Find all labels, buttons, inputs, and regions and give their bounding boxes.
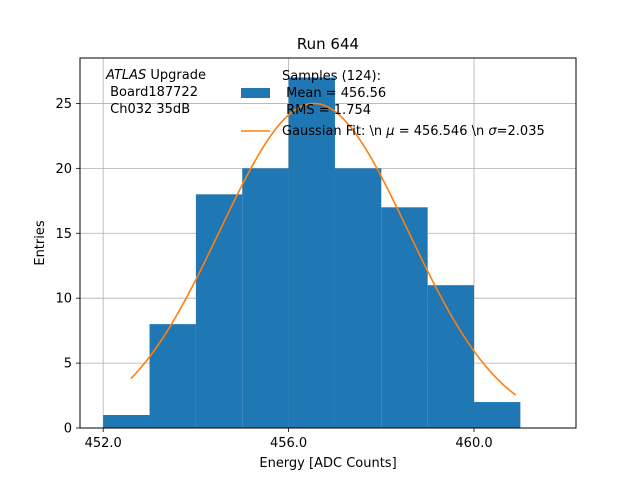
x-axis-label: Energy [ADC Counts] [259, 456, 396, 471]
legend-samples-title: Samples (124): [282, 69, 381, 84]
legend-samples-swatch [241, 88, 270, 98]
annotation-line-1: ATLAS Upgrade [105, 68, 206, 83]
histogram-bar [195, 194, 243, 428]
legend-fit-label: Gaussian Fit: \n μ = 456.546 \n σ=2.035 [282, 124, 545, 139]
x-tick-label: 460.0 [455, 436, 492, 451]
x-tick-label: 456.0 [270, 436, 307, 451]
y-tick-label: 20 [55, 162, 72, 177]
x-tick-label: 452.0 [85, 436, 122, 451]
y-tick-label: 25 [55, 97, 72, 112]
histogram-bar [427, 285, 475, 428]
axes-frame [79, 57, 577, 429]
histogram-bar [149, 324, 196, 428]
histogram-bars [103, 77, 521, 428]
y-tick-label: 10 [55, 292, 72, 307]
atlas-annotation: ATLAS Upgrade Board187722 Ch032 35dB [105, 68, 206, 117]
histogram-bar [474, 402, 521, 428]
y-tick-label: 5 [64, 357, 72, 372]
legend-samples-rms: RMS = 1.754 [282, 103, 371, 118]
histogram-bar [288, 77, 335, 428]
annotation-line-3: Ch032 35dB [106, 102, 190, 117]
gaussian-fit-curve [130, 102, 517, 396]
chart-title: Run 644 [297, 35, 359, 53]
axis-ticks: 452.0 456.0 460.0 0 5 10 15 20 25 [55, 97, 492, 451]
histogram-bar [242, 168, 289, 428]
legend: Samples (124): Mean = 456.56 RMS = 1.754… [241, 69, 545, 139]
annotation-line-2: Board187722 [106, 85, 198, 100]
y-axis-label: Entries [33, 220, 48, 266]
upgrade-label: Upgrade [146, 68, 206, 83]
histogram-bar [334, 168, 382, 428]
histogram-bar [103, 415, 150, 428]
y-tick-label: 15 [55, 227, 72, 242]
atlas-label: ATLAS [105, 68, 146, 83]
y-tick-label: 0 [64, 422, 72, 437]
histogram-bar [381, 207, 428, 428]
legend-samples-mean: Mean = 456.56 [282, 86, 386, 101]
